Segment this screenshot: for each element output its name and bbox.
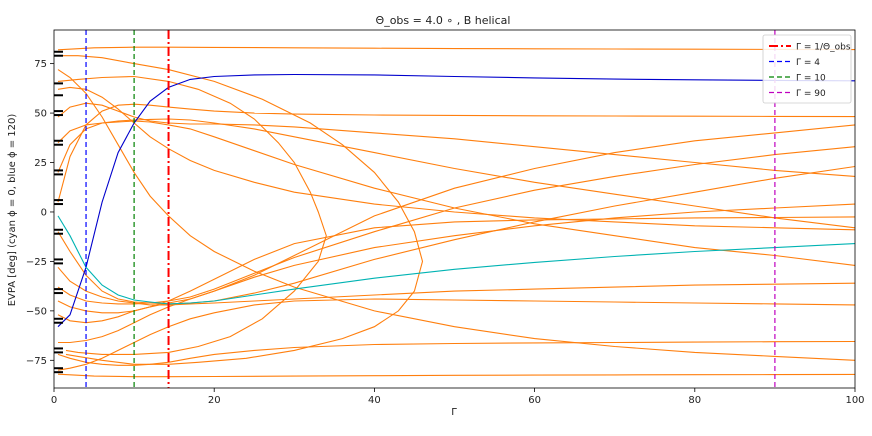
y-tick-label-0: 0 <box>41 207 47 218</box>
y-tick-label-75: 75 <box>34 59 47 70</box>
x-tick-label-40: 40 <box>368 395 381 406</box>
series-line-13 <box>58 203 855 344</box>
x-axis-title: Γ <box>451 407 457 418</box>
legend-label-2: Γ = 10 <box>796 74 826 84</box>
y-axis-title: EVPA [deg] (cyan ϕ = 0, blue ϕ = 120) <box>7 114 18 307</box>
series-line-16 <box>57 298 855 371</box>
legend-label-0: Γ = 1/Θ_obs <box>796 43 851 53</box>
y-tick-label--75: −75 <box>26 356 47 367</box>
y-tick-label--50: −50 <box>26 306 47 317</box>
plot-area: 0 20 40 60 80 100 −75 −50 −25 0 25 50 75 <box>26 29 865 406</box>
series-line-3 <box>57 373 855 378</box>
series-line-11 <box>57 146 855 305</box>
series-line-8 <box>57 118 855 229</box>
series-line-9 <box>57 120 855 266</box>
y-tick-label-25: 25 <box>34 158 47 169</box>
y-tick-label--25: −25 <box>26 257 47 268</box>
series-line-19 <box>57 216 855 314</box>
plot-frame <box>53 29 856 389</box>
x-tick-label-80: 80 <box>688 395 701 406</box>
x-tick-label-60: 60 <box>528 395 541 406</box>
series-line-15 <box>57 266 855 306</box>
legend: Γ = 1/Θ_obs Γ = 4 Γ = 10 Γ = 90 <box>762 34 852 104</box>
series-group <box>57 46 855 378</box>
x-tick-label-100: 100 <box>845 395 864 406</box>
legend-box <box>762 34 852 104</box>
series-line-18 <box>57 340 855 366</box>
series-line-7 <box>57 102 855 177</box>
series-line-1 <box>57 215 855 305</box>
legend-label-1: Γ = 4 <box>796 58 820 68</box>
legend-label-3: Γ = 90 <box>796 89 826 99</box>
series-line-14 <box>57 86 855 231</box>
series-line-0 <box>57 73 855 328</box>
y-tick-label-50: 50 <box>34 109 47 120</box>
series-line-17 <box>57 69 855 361</box>
series-line-2 <box>57 46 855 51</box>
x-tick-label-20: 20 <box>208 395 221 406</box>
x-tick-label-0: 0 <box>51 395 57 406</box>
series-line-4 <box>57 75 327 355</box>
chart-title: Θ_obs = 4.0 ∘ , B helical <box>376 14 511 27</box>
series-line-6 <box>57 103 855 203</box>
